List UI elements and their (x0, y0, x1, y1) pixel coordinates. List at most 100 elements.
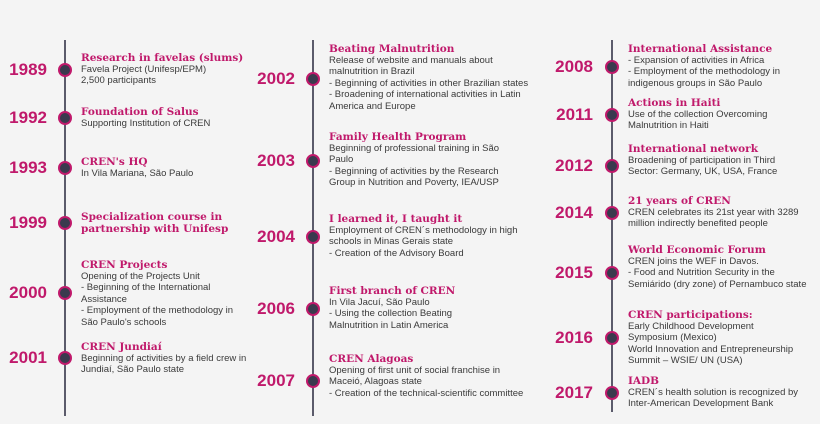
title-line: Foundation of Salus (81, 106, 199, 118)
timeline-axis-line (312, 40, 314, 416)
timeline-marker-dot (58, 351, 72, 365)
timeline-year: 2000 (9, 283, 47, 302)
description-line: CREN celebrates its 21st year with 3289 (628, 207, 799, 218)
timeline-entry-title: International network (628, 143, 820, 155)
timeline-year: 2015 (555, 263, 593, 282)
timeline-entry-text: IADB CREN´s health solution is recognized… (628, 375, 820, 410)
timeline-entry-title: I learned it, I taught it (329, 213, 540, 225)
timeline-year: 1999 (9, 213, 47, 232)
timeline-entry-description: Opening of first unit of social franchis… (329, 365, 540, 399)
description-line: Malnutrition in Latin America (329, 319, 449, 331)
description-line: In Vila Mariana, São Paulo (81, 168, 194, 179)
description-line: Jundiaí, São Paulo state (81, 364, 184, 376)
timeline-entry-title: First branch of CREN (329, 285, 540, 297)
timeline-entry-title: Foundation of Salus (81, 106, 270, 118)
timeline-entry-text: I learned it, I taught it Employment of C… (329, 213, 540, 259)
description-line: - Broadening of international activities… (329, 89, 521, 101)
description-line: - Beginning of activities in other Brazi… (329, 77, 529, 89)
title-line: CREN's HQ (81, 156, 148, 168)
timeline-entry-text: CREN Projects Opening of the Projects Uni… (81, 259, 270, 328)
description-line: - Using the collection Beating (329, 308, 453, 320)
description-line: Symposium (Mexico) (628, 332, 717, 344)
timeline-entry-description: - Expansion of activities in Africa - Emp… (628, 55, 820, 89)
description-line: - Creation of the technical-scientific c… (329, 387, 524, 399)
title-line: CREN Jundiaí (81, 341, 162, 353)
description-line: Summit – WSIE/ UN (USA) (628, 355, 743, 367)
timeline-entry-text: CREN's HQ In Vila Mariana, São Paulo (81, 156, 270, 179)
timeline-marker-dot (605, 60, 619, 74)
title-line: Family Health Program (329, 131, 467, 143)
title-line: Specialization course in (81, 211, 223, 223)
timeline-entry-text: Beating Malnutrition Release of website a… (329, 43, 540, 112)
description-line: Opening of first unit of social franchis… (329, 365, 501, 376)
timeline-marker-dot (58, 216, 72, 230)
timeline-entry-text: 21 years of CREN CREN celebrates its 21st… (628, 195, 820, 230)
timeline-entry-title: Family Health Program (329, 131, 540, 143)
description-line: Broadening of participation in Third (628, 155, 776, 166)
timeline-year: 2004 (257, 227, 295, 246)
timeline-entry-description: CREN celebrates its 21st year with 3289 m… (628, 207, 820, 230)
timeline-axis-line (611, 40, 613, 412)
title-line: partnership with Unifesp (81, 223, 229, 235)
timeline-entry-title: Specialization course in partnership with… (81, 211, 270, 235)
description-line: World Innovation and Entrepreneurship (628, 343, 794, 355)
timeline-year: 2016 (555, 328, 593, 347)
description-line: Inter-American Development Bank (628, 398, 774, 410)
description-line: 2,500 participants (81, 75, 156, 87)
timeline-entry-description: Beginning of activities by a field crew … (81, 353, 270, 376)
description-line: malnutrition in Brazil (329, 66, 415, 78)
timeline-entry-description: Release of website and manuals about maln… (329, 55, 540, 112)
description-line: - Expansion of activities in Africa (628, 55, 765, 66)
timeline-column-3: 2008 International Assistance - Expansion … (540, 0, 820, 424)
timeline-marker-dot (58, 63, 72, 77)
description-line: America and Europe (329, 100, 416, 112)
timeline-entry-description: CREN´s health solution is recognized by I… (628, 387, 820, 410)
description-line: Early Childhood Development (628, 321, 754, 332)
timeline-marker-dot (58, 286, 72, 300)
description-line: Assistance (81, 293, 127, 305)
timeline-year: 2007 (257, 371, 295, 390)
timeline-marker-dot (306, 230, 320, 244)
timeline-entry-title: CREN Jundiaí (81, 341, 270, 353)
timeline-year: 1989 (9, 60, 47, 79)
timeline-entry-title: World Economic Forum (628, 244, 820, 256)
timeline-marker-dot (605, 266, 619, 280)
timeline-year: 2002 (257, 69, 295, 88)
timeline-entry-text: CREN participations: Early Childhood Deve… (628, 309, 820, 367)
timeline-entry-description: Early Childhood Development Symposium (Me… (628, 321, 820, 367)
timeline-year: 2006 (257, 299, 295, 318)
timeline-marker-dot (58, 111, 72, 125)
timeline-year: 2014 (555, 203, 593, 222)
title-line: World Economic Forum (628, 244, 766, 256)
timeline-year: 2003 (257, 151, 295, 170)
timeline-entry-title: Research in favelas (slums) (81, 52, 270, 64)
timeline-entry-title: CREN Projects (81, 259, 270, 271)
timeline-entry-description: In Vila Jacuí, São Paulo - Using the coll… (329, 297, 540, 331)
description-line: Employment of CREN´s methodology in high (329, 225, 518, 236)
title-line: Beating Malnutrition (329, 43, 455, 55)
timeline-entry-text: Research in favelas (slums) Favela Projec… (81, 52, 270, 87)
title-line: Actions in Haiti (628, 97, 721, 109)
description-line: Use of the collection Overcoming (628, 109, 768, 120)
description-line: schools in Minas Gerais state (329, 236, 454, 248)
title-line: International Assistance (628, 43, 773, 55)
timeline-marker-dot (306, 72, 320, 86)
timeline-marker-dot (58, 161, 72, 175)
timeline-entry-text: First branch of CREN In Vila Jacuí, São P… (329, 285, 540, 331)
title-line: First branch of CREN (329, 285, 456, 297)
description-line: Supporting Institution of CREN (81, 118, 211, 129)
timeline-year: 2012 (555, 156, 593, 175)
timeline-entry-description: Beginning of professional training in Sã… (329, 143, 540, 189)
timeline-entry-title: Actions in Haiti (628, 97, 820, 109)
timeline-entry-description: Favela Project (Unifesp/EPM) 2,500 partic… (81, 64, 270, 87)
timeline-year: 2008 (555, 57, 593, 76)
description-line: indigenous groups in São Paulo (628, 77, 763, 89)
timeline-entry-text: Actions in Haiti Use of the collection Ov… (628, 97, 820, 132)
timeline-entry-text: Specialization course in partnership with… (81, 211, 270, 235)
timeline-marker-dot (306, 302, 320, 316)
description-line: Sector: Germany, UK, USA, France (628, 166, 778, 178)
title-line: 21 years of CREN (628, 195, 731, 207)
timeline-year: 1993 (9, 158, 47, 177)
timeline-marker-dot (605, 386, 619, 400)
timeline-marker-dot (605, 206, 619, 220)
